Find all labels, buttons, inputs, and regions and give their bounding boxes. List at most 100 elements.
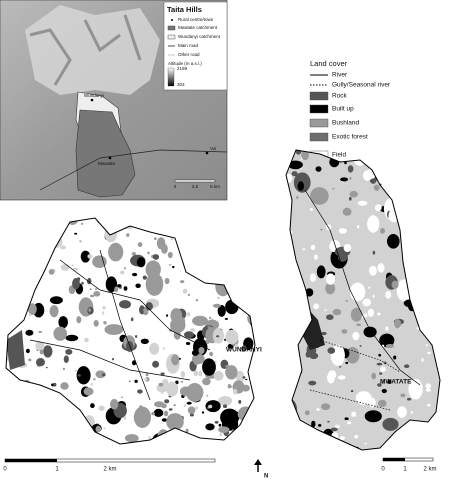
land-patch (120, 214, 122, 216)
land-patch (213, 243, 229, 259)
land-patch (427, 437, 440, 447)
land-patch (158, 382, 164, 387)
land-patch (212, 271, 215, 275)
land-patch (433, 175, 437, 180)
land-patch (6, 314, 16, 329)
land-patch (140, 338, 149, 344)
land-patch (410, 411, 413, 414)
land-patch (345, 347, 360, 364)
land-patch (104, 322, 107, 325)
land-patch (166, 314, 169, 317)
land-patch (60, 245, 66, 250)
land-patch (206, 251, 217, 265)
land-patch (166, 381, 179, 397)
land-patch (178, 431, 182, 433)
land-patch (327, 280, 331, 284)
land-patch (400, 393, 406, 398)
land-patch (219, 433, 223, 437)
scale-bar (383, 458, 405, 461)
land-patch (65, 334, 79, 342)
land-patch (76, 366, 91, 385)
land-patch (28, 384, 34, 388)
land-patch (132, 360, 137, 366)
land-patch (289, 273, 293, 276)
land-patch (90, 382, 93, 386)
land-patch (29, 260, 34, 265)
land-patch (379, 372, 383, 375)
land-patch (326, 439, 330, 443)
land-patch (161, 391, 164, 394)
land-patch (412, 198, 416, 203)
land-patch (344, 417, 349, 421)
land-patch (243, 227, 246, 230)
land-patch (256, 238, 260, 242)
land-patch (38, 430, 42, 435)
land-patch (48, 219, 55, 225)
land-patch (62, 367, 65, 371)
land-patch (246, 231, 250, 234)
land-patch (89, 294, 95, 298)
land-patch (209, 242, 217, 250)
land-patch (206, 444, 214, 450)
land-patch (320, 229, 323, 231)
land-patch (408, 378, 423, 400)
land-patch (400, 217, 409, 225)
legend-label: Gully/Seasonal river (332, 82, 391, 89)
land-patch (408, 145, 411, 147)
land-patch (415, 193, 419, 199)
land-patch (124, 267, 126, 270)
land-patch (145, 302, 153, 311)
north-arrow (254, 459, 262, 465)
land-patch (195, 299, 199, 302)
land-patch (318, 424, 322, 427)
land-patch (121, 303, 131, 309)
legend-label: Other road (178, 52, 200, 57)
land-patch (409, 150, 421, 153)
land-patch (8, 415, 17, 423)
land-patch (75, 446, 79, 452)
land-patch (182, 288, 188, 294)
legend-symbol (171, 19, 173, 21)
land-patch (373, 146, 376, 149)
land-patch (294, 294, 301, 301)
land-patch (216, 335, 220, 338)
land-patch (391, 280, 399, 289)
land-patch (214, 420, 219, 424)
land-patch (257, 341, 260, 343)
land-patch (131, 252, 136, 256)
land-patch (152, 360, 160, 368)
land-patch (379, 333, 395, 348)
land-patch (321, 331, 327, 336)
land-patch (368, 450, 376, 458)
land-patch (372, 250, 376, 255)
legend-label: Mwatate catchment (178, 25, 218, 30)
land-patch (40, 394, 43, 396)
land-patch (380, 366, 386, 373)
land-patch (218, 423, 222, 427)
land-patch (93, 378, 96, 381)
land-patch (316, 439, 325, 449)
land-patch (425, 234, 429, 238)
land-patch (245, 221, 250, 227)
land-patch (294, 445, 310, 450)
land-patch (154, 237, 157, 241)
land-patch (304, 410, 310, 416)
land-patch (427, 403, 431, 407)
land-patch (124, 434, 139, 443)
land-patch (326, 314, 334, 321)
land-patch (142, 218, 152, 222)
land-patch (171, 354, 180, 366)
land-patch (166, 413, 184, 431)
land-patch (149, 342, 160, 355)
land-patch (210, 236, 213, 239)
land-patch (209, 351, 214, 357)
land-patch (426, 323, 431, 330)
land-patch (316, 408, 320, 411)
land-patch (235, 343, 239, 349)
land-patch (217, 256, 227, 263)
land-patch (406, 239, 418, 256)
land-patch (92, 255, 107, 268)
land-patch (252, 258, 255, 267)
land-patch (256, 232, 260, 234)
